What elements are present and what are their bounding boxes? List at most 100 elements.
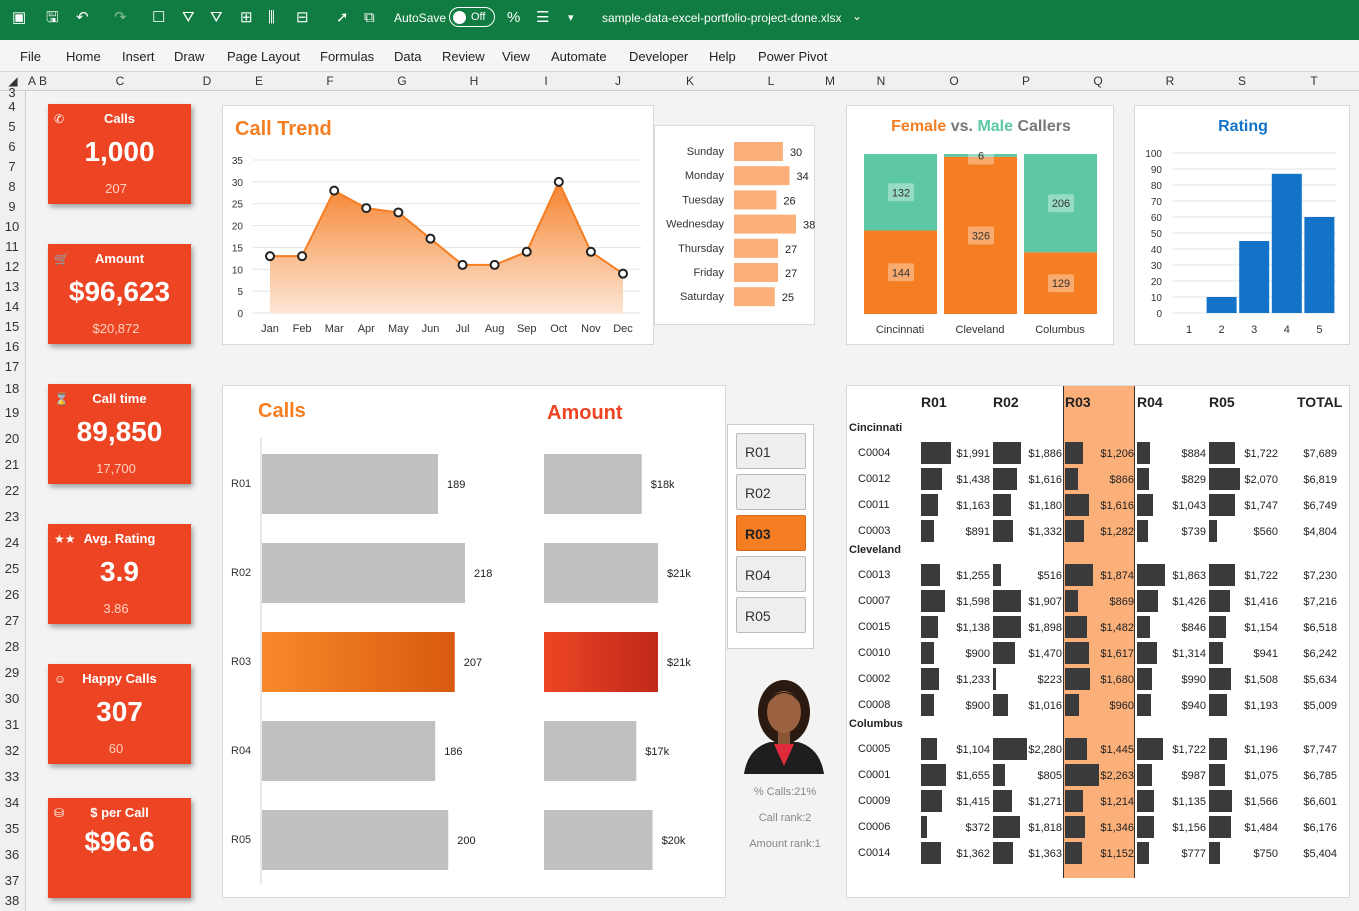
tab-insert[interactable]: Insert [122, 49, 155, 64]
row-header[interactable]: 16 [4, 339, 20, 354]
percent-icon[interactable]: % [507, 9, 521, 26]
column-header-m[interactable]: M [825, 74, 835, 88]
row-header[interactable]: 24 [4, 535, 20, 550]
row-header[interactable]: 26 [4, 587, 20, 602]
column-header-q[interactable]: Q [1093, 74, 1103, 88]
select-pointer-icon[interactable]: ➚ [336, 9, 349, 26]
row-header[interactable]: 20 [4, 431, 20, 446]
row-header[interactable]: 23 [4, 509, 20, 524]
row-header[interactable]: 3 [8, 85, 16, 100]
row-header[interactable]: 29 [4, 665, 20, 680]
row-header[interactable]: 10 [4, 219, 20, 234]
borders-icon[interactable]: ⊞ [240, 9, 253, 26]
tab-view[interactable]: View [502, 49, 530, 64]
tab-draw[interactable]: Draw [174, 49, 205, 64]
tab-power-pivot[interactable]: Power Pivot [758, 49, 828, 64]
column-header-l[interactable]: L [767, 74, 775, 88]
column-header-r[interactable]: R [1165, 74, 1175, 88]
trend-point [361, 203, 372, 214]
column-header-h[interactable]: H [469, 74, 479, 88]
row-header[interactable]: 36 [4, 847, 20, 862]
slicer-item-r03[interactable]: R03 [736, 515, 806, 551]
file-name[interactable]: sample-data-excel-portfolio-project-done… [602, 11, 842, 25]
column-header-g[interactable]: G [397, 74, 407, 88]
tab-help[interactable]: Help [709, 49, 736, 64]
row-header[interactable]: 25 [4, 561, 20, 576]
row-header[interactable]: 5 [8, 119, 16, 134]
tab-developer[interactable]: Developer [629, 49, 689, 64]
chevron-down-icon[interactable]: ⌄ [852, 9, 863, 23]
row-header[interactable]: 34 [4, 795, 20, 810]
row-header[interactable]: 6 [8, 139, 16, 154]
row-header[interactable]: 4 [8, 99, 16, 114]
tab-file[interactable]: File [20, 49, 41, 64]
data-bar [993, 694, 1009, 716]
row-header[interactable]: 13 [4, 279, 20, 294]
column-header-o[interactable]: O [949, 74, 959, 88]
row-total: $6,518 [1303, 622, 1337, 634]
select-all-corner[interactable]: ◢ [8, 74, 18, 88]
row-header[interactable]: 33 [4, 769, 20, 784]
slicer-item-r04[interactable]: R04 [736, 556, 806, 592]
row-header[interactable]: 32 [4, 743, 20, 758]
pct-calls-text: % Calls:21% [753, 786, 817, 798]
row-header[interactable]: 8 [8, 179, 16, 194]
x-tick-label: 4 [1284, 324, 1290, 336]
row-header[interactable]: 28 [4, 639, 20, 654]
row-header[interactable]: 7 [8, 159, 16, 174]
column-header-e[interactable]: E [254, 74, 263, 88]
slicer-item-r01[interactable]: R01 [736, 433, 806, 469]
tab-page-layout[interactable]: Page Layout [227, 49, 301, 64]
row-header[interactable]: 19 [4, 405, 20, 420]
column-header-i[interactable]: I [544, 74, 548, 88]
selection-pane-icon[interactable]: ⧉ [364, 9, 375, 26]
tab-automate[interactable]: Automate [551, 49, 607, 64]
shape-icon[interactable]: ☐ [152, 9, 166, 26]
cell-value: $1,445 [1100, 744, 1134, 756]
column-header-j[interactable]: J [615, 74, 621, 88]
row-header[interactable]: 14 [4, 299, 20, 314]
column-header-s[interactable]: S [1237, 74, 1246, 88]
row-header[interactable]: 21 [4, 457, 20, 472]
tab-review[interactable]: Review [442, 49, 485, 64]
filter-icon[interactable]: ⛛ [182, 9, 195, 26]
save-icon[interactable]: 🖫 [46, 9, 59, 26]
column-header-f[interactable]: F [326, 74, 334, 88]
slicer-item-r02[interactable]: R02 [736, 474, 806, 510]
column-header-n[interactable]: N [876, 74, 886, 88]
row-header[interactable]: 17 [4, 359, 20, 374]
row-header[interactable]: 18 [4, 381, 20, 396]
distribute-icon[interactable]: ⊟ [296, 9, 309, 26]
row-header[interactable]: 12 [4, 259, 20, 274]
tab-home[interactable]: Home [66, 49, 101, 64]
column-header-t[interactable]: T [1310, 74, 1318, 88]
column-header-c[interactable]: C [115, 74, 125, 88]
column-header-d[interactable]: D [202, 74, 212, 88]
cell-value: $1,415 [956, 796, 990, 808]
tab-data[interactable]: Data [394, 49, 422, 64]
row-header[interactable]: 30 [4, 691, 20, 706]
row-header[interactable]: 27 [4, 613, 20, 628]
row-header[interactable]: 38 [4, 893, 20, 908]
column-header-k[interactable]: K [685, 74, 694, 88]
align-icon[interactable]: ⫼ [268, 9, 275, 26]
column-header-b[interactable]: B [38, 74, 47, 88]
tab-formulas[interactable]: Formulas [320, 49, 375, 64]
undo-icon[interactable]: ↶ [76, 9, 89, 26]
autosave-toggle[interactable]: Off [449, 7, 495, 27]
list-icon[interactable]: ☰ [536, 9, 550, 26]
row-header[interactable]: 15 [4, 319, 20, 334]
slicer-item-r05[interactable]: R05 [736, 597, 806, 633]
clear-filter-icon[interactable]: ⛛ [210, 9, 223, 26]
customize-toolbar-icon[interactable]: ▾ [568, 12, 574, 24]
row-header[interactable]: 31 [4, 717, 20, 732]
calls-bar [262, 543, 465, 603]
column-header-p[interactable]: P [1021, 74, 1030, 88]
row-header[interactable]: 37 [4, 873, 20, 888]
column-header-a[interactable]: A [27, 74, 36, 88]
row-header[interactable]: 22 [4, 483, 20, 498]
row-header[interactable]: 9 [8, 199, 16, 214]
redo-icon[interactable]: ↷ [114, 9, 127, 26]
row-header[interactable]: 35 [4, 821, 20, 836]
row-header[interactable]: 11 [5, 239, 19, 254]
